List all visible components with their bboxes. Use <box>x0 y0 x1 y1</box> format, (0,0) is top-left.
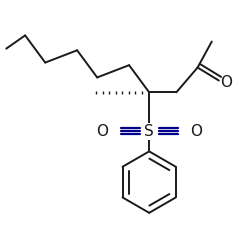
Text: O: O <box>190 124 202 139</box>
Text: =: = <box>165 124 176 137</box>
Text: O: O <box>220 75 232 90</box>
Text: O: O <box>96 124 108 139</box>
Text: S: S <box>144 124 154 139</box>
Text: =: = <box>122 124 133 137</box>
